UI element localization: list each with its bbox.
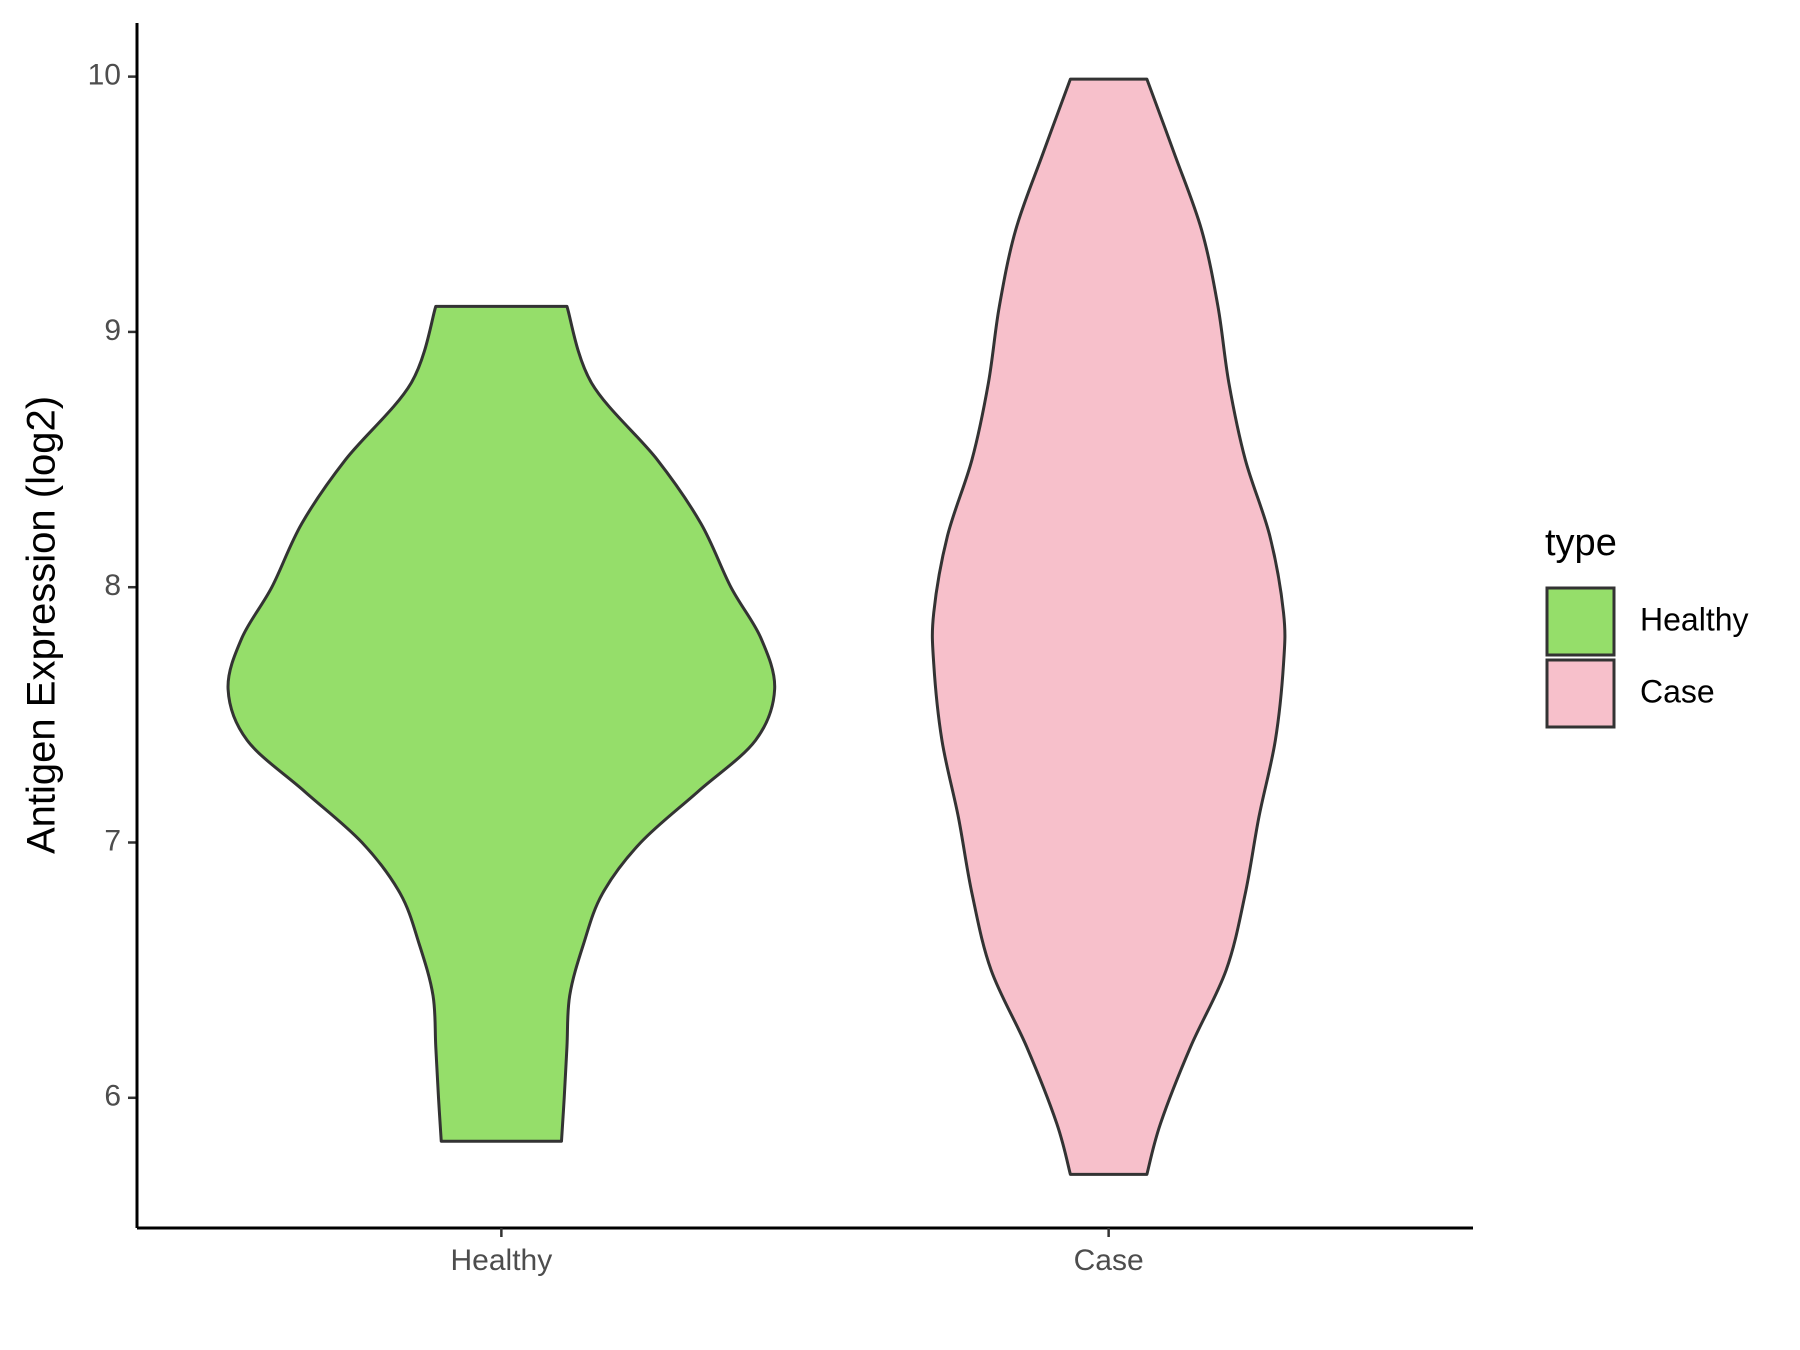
violin — [930, 77, 1287, 1176]
legend-label: Healthy — [1640, 601, 1749, 637]
y-tick-label: 10 — [88, 59, 121, 92]
y-axis-title: Antigen Expression (log2) — [20, 396, 64, 854]
legend-key — [1545, 586, 1616, 657]
y-tick-label: 8 — [104, 569, 121, 602]
y-tick-label: 6 — [104, 1080, 121, 1113]
x-tick-label: Healthy — [451, 1244, 553, 1277]
legend-key — [1545, 658, 1616, 729]
y-tick-label: 7 — [104, 824, 121, 857]
legend-label: Case — [1640, 673, 1715, 709]
legend-title: type — [1545, 522, 1617, 564]
x-tick-label: Case — [1074, 1244, 1144, 1277]
violin — [226, 304, 777, 1143]
y-tick-label: 9 — [104, 314, 121, 347]
